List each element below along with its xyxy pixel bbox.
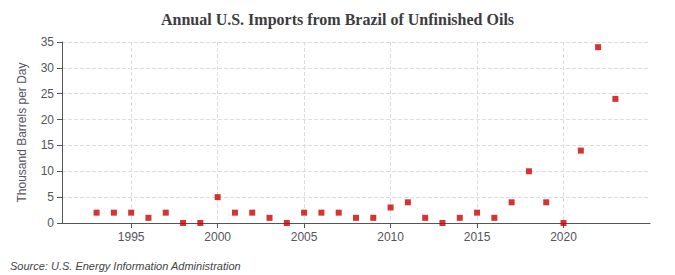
svg-text:2015: 2015 — [464, 230, 491, 244]
svg-text:Source: U.S. Energy Informatio: Source: U.S. Energy Information Administ… — [10, 260, 241, 272]
svg-text:15: 15 — [41, 138, 55, 152]
svg-text:25: 25 — [41, 87, 55, 101]
svg-text:30: 30 — [41, 61, 55, 75]
svg-text:2010: 2010 — [377, 230, 404, 244]
svg-text:Annual U.S. Imports from Brazi: Annual U.S. Imports from Brazil of Unfin… — [161, 11, 514, 29]
svg-text:2005: 2005 — [291, 230, 318, 244]
svg-text:2020: 2020 — [550, 230, 577, 244]
svg-text:1995: 1995 — [118, 230, 145, 244]
svg-text:20: 20 — [41, 113, 55, 127]
svg-text:0: 0 — [47, 216, 54, 230]
svg-text:Thousand Barrels per Day: Thousand Barrels per Day — [15, 62, 29, 202]
svg-text:35: 35 — [41, 35, 55, 49]
svg-text:10: 10 — [41, 164, 55, 178]
svg-text:5: 5 — [47, 190, 54, 204]
svg-text:2000: 2000 — [204, 230, 231, 244]
